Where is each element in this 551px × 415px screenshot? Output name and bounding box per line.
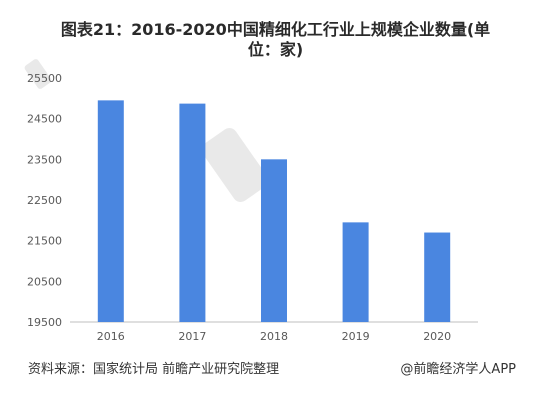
bar-2018 [261, 159, 287, 322]
bar-2020 [424, 232, 451, 322]
chart-title-line-1: 图表21：2016-2020中国精细化工行业上规模企业数量(单 [60, 20, 491, 39]
x-tick-label: 2018 [260, 330, 288, 343]
x-tick-label: 2017 [178, 330, 206, 343]
y-tick-label: 21500 [27, 235, 62, 248]
y-tick-label: 19500 [27, 316, 62, 329]
chart-title: 图表21：2016-2020中国精细化工行业上规模企业数量(单 位：家) [0, 20, 551, 60]
y-tick-label: 20500 [27, 275, 62, 288]
source-note: 资料来源：国家统计局 前瞻产业研究院整理 [28, 362, 280, 377]
y-tick-label: 25500 [27, 72, 62, 85]
y-tick-label: 23500 [27, 153, 62, 166]
bar-2016 [97, 100, 124, 322]
y-tick-label: 22500 [27, 194, 62, 207]
watermark-logo [24, 59, 269, 203]
chart-title-line-2: 位：家) [247, 40, 304, 59]
x-tick-label: 2016 [97, 330, 125, 343]
x-tick-label: 2019 [342, 330, 370, 343]
brand-credit: @前瞻经济学人APP [400, 362, 516, 377]
bar-2019 [342, 222, 369, 322]
bar-2017 [179, 103, 206, 323]
x-tick-label: 2020 [423, 330, 451, 343]
y-tick-label: 24500 [27, 113, 62, 126]
